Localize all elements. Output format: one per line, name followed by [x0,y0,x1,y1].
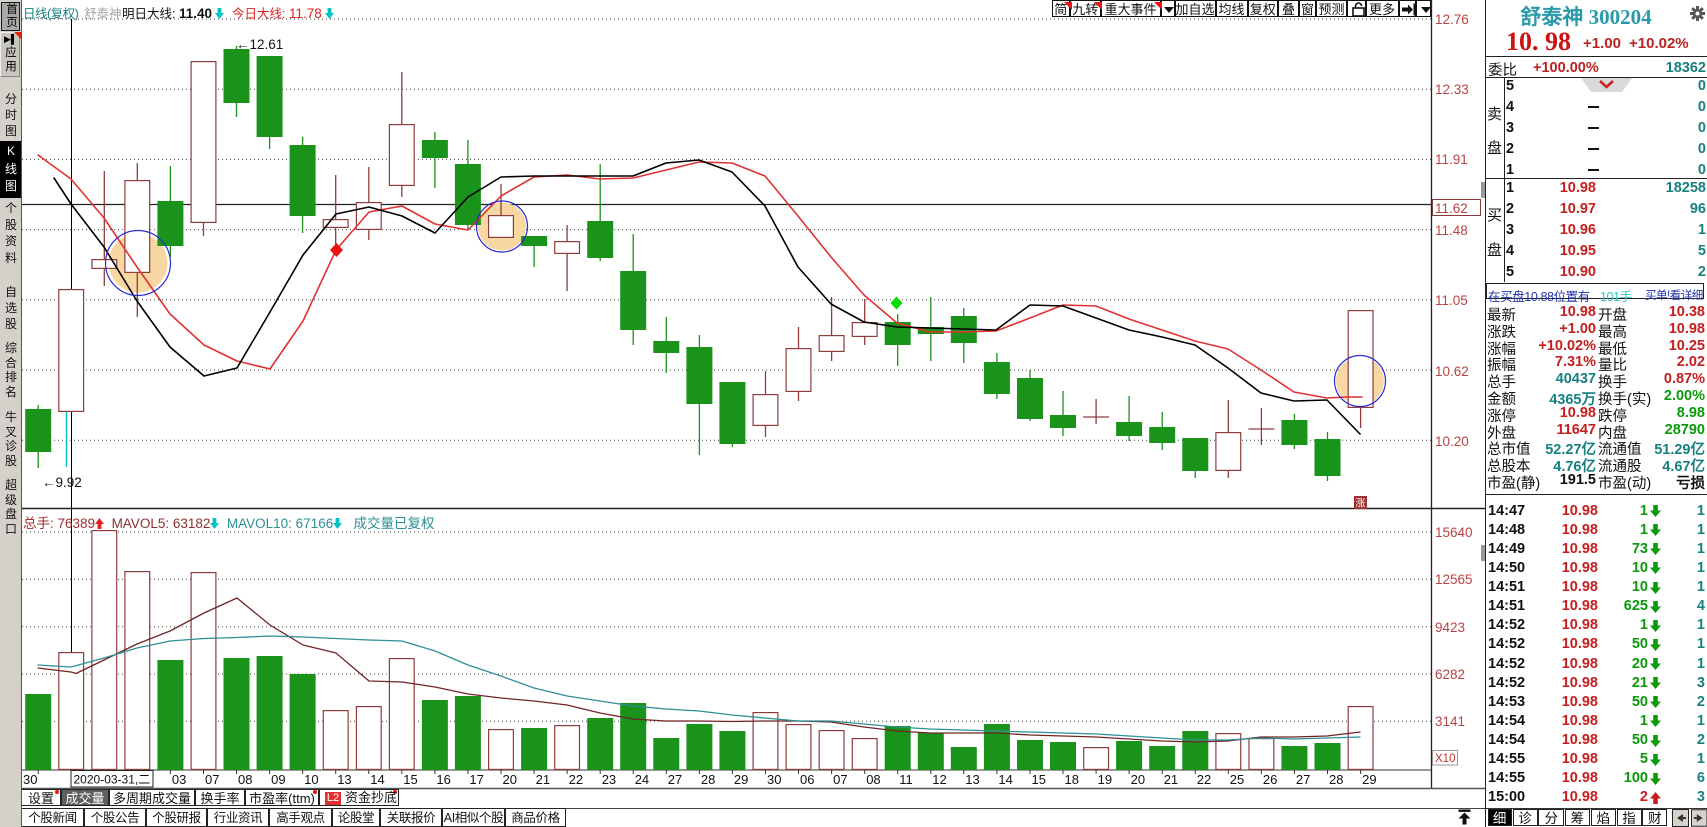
svg-text:21: 21 [1164,772,1178,787]
svg-text:15: 15 [403,772,417,787]
svg-text:12: 12 [932,772,946,787]
svg-text:←9.92: ←9.92 [42,475,82,490]
svg-text:30: 30 [767,772,781,787]
svg-text:28: 28 [1329,772,1343,787]
svg-text:22: 22 [569,772,583,787]
svg-text:08: 08 [866,772,880,787]
svg-text:21: 21 [536,772,550,787]
svg-text:26: 26 [1263,772,1277,787]
svg-text:16: 16 [436,772,450,787]
svg-text:25: 25 [1230,772,1244,787]
svg-text:20: 20 [503,772,517,787]
svg-text:涨: 涨 [1356,498,1366,510]
svg-text:X10: X10 [1435,753,1455,765]
svg-text:←12.61: ←12.61 [236,37,283,52]
svg-text:10: 10 [304,772,318,787]
svg-text:24: 24 [635,772,649,787]
svg-text:15: 15 [1032,772,1046,787]
svg-text:13: 13 [965,772,979,787]
svg-text:2020-03-31,二: 2020-03-31,二 [74,773,151,787]
svg-text:11: 11 [899,772,913,787]
svg-text:07: 07 [205,772,219,787]
svg-text:29: 29 [1362,772,1376,787]
svg-text:30: 30 [23,772,37,787]
svg-text:27: 27 [1296,772,1310,787]
svg-text:29: 29 [734,772,748,787]
svg-text:18: 18 [1065,772,1079,787]
svg-text:22: 22 [1197,772,1211,787]
svg-text:13: 13 [337,772,351,787]
svg-text:23: 23 [602,772,616,787]
svg-text:27: 27 [668,772,682,787]
svg-text:06: 06 [800,772,814,787]
svg-text:03: 03 [172,772,186,787]
svg-text:17: 17 [469,772,483,787]
svg-text:20: 20 [1131,772,1145,787]
svg-text:09: 09 [271,772,285,787]
svg-text:14: 14 [998,772,1012,787]
svg-text:07: 07 [833,772,847,787]
svg-text:08: 08 [238,772,252,787]
svg-text:28: 28 [701,772,715,787]
svg-text:14: 14 [370,772,384,787]
svg-text:19: 19 [1098,772,1112,787]
